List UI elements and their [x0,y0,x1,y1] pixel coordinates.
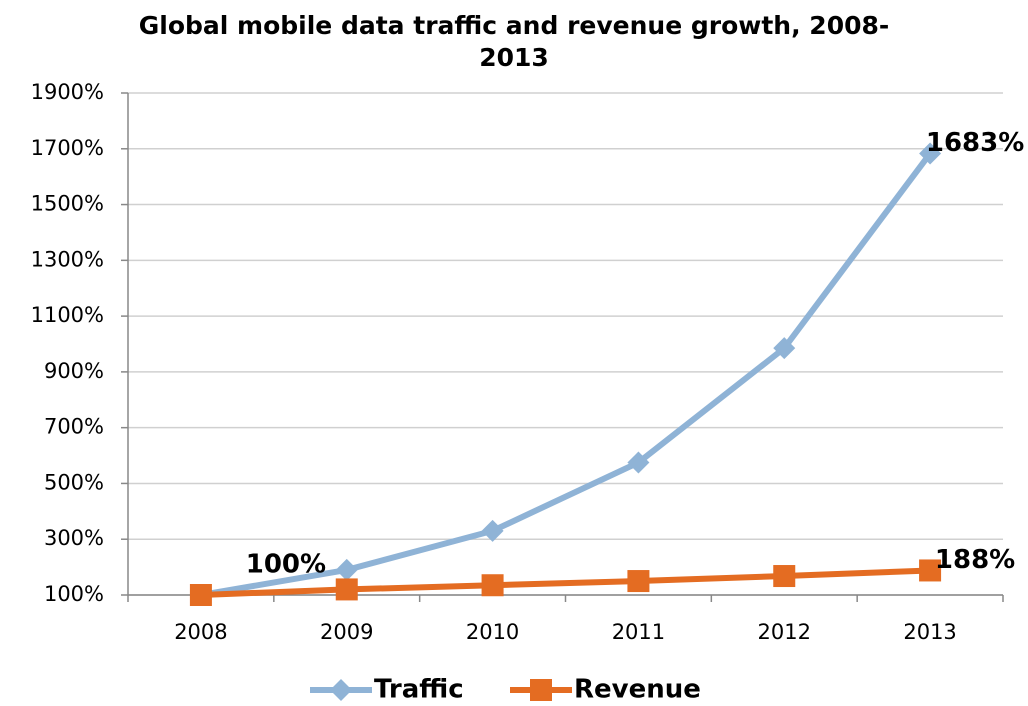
data-point [481,519,504,542]
data-point [335,558,358,581]
y-tick-label: 500% [44,470,104,494]
data-point [773,565,796,588]
y-tick-label: 300% [44,526,104,550]
data-point [919,559,942,582]
x-tick-label: 2011 [612,620,665,644]
chart-title: Global mobile data traffic and revenue g… [138,11,890,72]
data-point [627,570,650,593]
y-tick-label: 1300% [31,247,104,271]
y-tick-label: 900% [44,359,104,383]
legend-marker [530,679,552,701]
legend-label: Traffic [374,675,464,705]
data-point [919,142,942,165]
y-tick-label: 1700% [31,136,104,160]
x-tick-label: 2012 [758,620,811,644]
x-tick-label: 2009 [320,620,373,644]
x-tick-label: 2008 [174,620,227,644]
data-point [627,451,650,474]
data-point [189,584,212,606]
data-label: 100% [246,550,326,580]
y-tick-label: 1500% [31,192,104,216]
data-point [335,578,358,601]
y-tick-label: 700% [44,415,104,439]
y-tick-label: 1100% [31,303,104,327]
data-point [773,337,796,360]
series-line [200,567,931,598]
x-tick-label: 2013 [903,620,956,644]
series-line [200,151,933,598]
data-label: 1683% [926,128,1024,158]
legend-label: Revenue [574,675,701,705]
y-tick-label: 100% [44,582,104,606]
x-tick-label: 2010 [466,620,519,644]
y-tick-label: 1900% [31,80,104,104]
data-point [481,574,504,597]
data-label: 188% [935,545,1015,575]
legend-marker [330,679,352,701]
